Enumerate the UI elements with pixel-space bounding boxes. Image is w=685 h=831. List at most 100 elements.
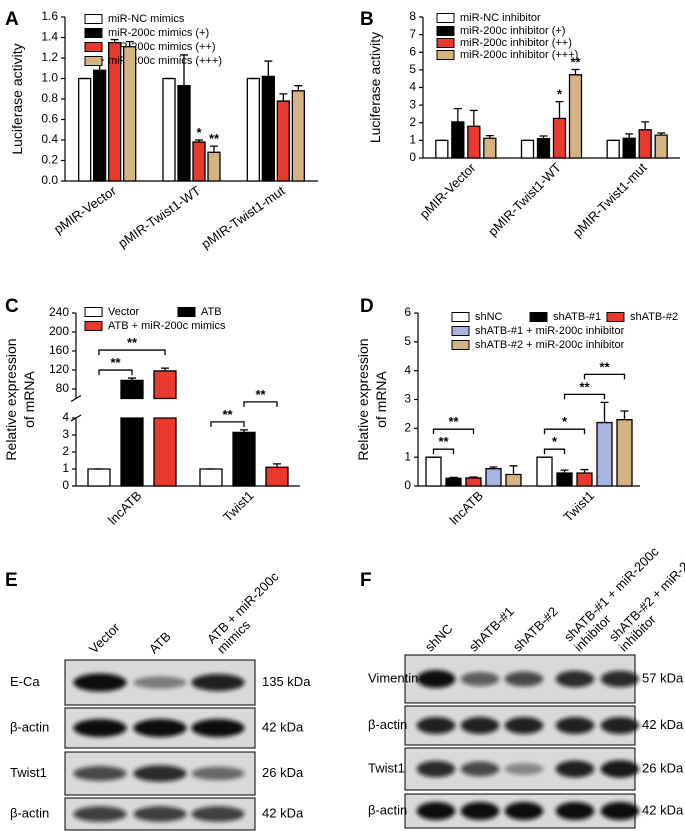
lane-label: shATB-#1 xyxy=(466,604,517,655)
y-tick-label: 3 xyxy=(62,427,69,441)
blot-band xyxy=(460,802,500,820)
y-tick-label: 2 xyxy=(404,421,411,435)
blot-band xyxy=(133,765,187,782)
y-tick-label: 120 xyxy=(49,362,69,376)
row-size: 26 kDa xyxy=(262,765,304,780)
error-bar xyxy=(469,109,478,127)
lane-label: shNC xyxy=(422,621,456,655)
x-tick-label: lncATB xyxy=(105,488,145,528)
row-label: Twist1 xyxy=(368,760,405,775)
y-tick-label: 4 xyxy=(409,80,416,94)
row-label: β-actin xyxy=(10,719,49,734)
panel-label: D xyxy=(360,296,374,317)
legend-label: shATB-#2 xyxy=(630,311,678,323)
error-bar xyxy=(641,121,650,130)
y-axis-title: Relative expression xyxy=(355,338,371,460)
chart-panel: D Relative expression of mRNA 0 1 2 3 4 5 6 lncATB… xyxy=(355,296,678,527)
lane-label: shATB-#2 xyxy=(510,604,561,655)
x-tick-label: pMIR-Twist1-mut xyxy=(198,183,287,252)
legend-swatch xyxy=(606,312,625,322)
bar xyxy=(616,419,633,487)
blot-band xyxy=(416,802,456,820)
x-tick-label: pMIR-Vector xyxy=(417,159,479,221)
chart-panel: A Luciferase activity 0.0 0.2 0.4 0.6 0.8 1.0 1.… xyxy=(5,9,318,252)
legend-label: shATB-#2 + miR-200c inhibitor xyxy=(475,339,625,351)
error-bar xyxy=(110,38,119,43)
significance: * xyxy=(196,125,202,140)
bar xyxy=(78,77,92,182)
bar xyxy=(435,139,449,159)
panel-label: B xyxy=(360,9,374,30)
significance: ** xyxy=(209,131,220,146)
legend-label: shNC xyxy=(475,311,503,323)
comparison-bracket xyxy=(210,421,245,427)
row-size: 42 kDa xyxy=(642,802,684,817)
y-tick-label: 80 xyxy=(56,381,70,395)
blot-band xyxy=(133,806,187,822)
legend-swatch xyxy=(84,42,103,52)
y-tick-label: 1.2 xyxy=(41,50,58,64)
y-tick-label: 0 xyxy=(409,150,416,164)
bar xyxy=(87,468,111,487)
bar xyxy=(261,75,275,182)
y-tick-label: 7 xyxy=(409,27,416,41)
bar xyxy=(192,141,206,182)
x-tick-label: pMIR-Twist1-mut xyxy=(570,160,650,240)
comparison-bracket xyxy=(243,401,278,407)
blot-band xyxy=(600,760,640,778)
row-label: Twist1 xyxy=(10,765,47,780)
bar xyxy=(162,77,176,182)
comparison-bracket xyxy=(543,428,586,435)
legend-label: miR-200c mimics (+++) xyxy=(108,55,222,67)
bar xyxy=(654,134,668,159)
legend-label: ATB + miR-200c mimics xyxy=(108,320,226,332)
y-tick-label: 1 xyxy=(409,133,416,147)
y-tick-label: 2 xyxy=(409,115,416,129)
bar xyxy=(123,46,137,182)
blot-band xyxy=(416,760,456,778)
legend-swatch xyxy=(451,312,470,322)
comparison-label: ** xyxy=(222,407,233,422)
error-bar xyxy=(180,54,188,86)
y-tick-label: 1.4 xyxy=(41,30,58,44)
comparison-label: ** xyxy=(127,335,138,350)
y-axis-title: Luciferase activity xyxy=(9,43,25,154)
blot-band xyxy=(133,719,187,737)
row-size: 135 kDa xyxy=(262,674,311,689)
error-bar xyxy=(571,68,580,75)
bar xyxy=(153,370,177,487)
panel-label: E xyxy=(5,570,18,591)
bar xyxy=(465,477,482,487)
y-tick-label: 4 xyxy=(404,363,411,377)
significance: ** xyxy=(570,55,581,70)
comparison-bracket xyxy=(98,349,166,356)
y-tick-label: 6 xyxy=(404,305,411,319)
legend-swatch xyxy=(84,28,103,38)
legend-swatch xyxy=(84,321,103,331)
y-axis-title: of mRNA xyxy=(21,370,37,427)
bar xyxy=(505,473,522,487)
y-axis-title: Luciferase activity xyxy=(367,32,383,143)
bar xyxy=(520,139,535,159)
blot-band xyxy=(600,670,640,688)
row-size: 42 kDa xyxy=(642,717,684,732)
panel-label: A xyxy=(5,9,19,30)
error-bar xyxy=(161,367,169,371)
error-bar xyxy=(279,93,288,102)
x-tick-label: pMIR-Twist1-WT xyxy=(115,183,203,251)
comparison-label: ** xyxy=(438,434,449,449)
legend-swatch xyxy=(84,14,103,24)
bar xyxy=(199,468,223,487)
y-tick-label: 5 xyxy=(409,62,416,76)
y-tick-label: 1 xyxy=(404,449,411,463)
bar xyxy=(483,137,497,159)
row-size: 57 kDa xyxy=(642,670,684,685)
row-label: β-actin xyxy=(10,805,49,820)
comparison-bracket xyxy=(98,369,133,376)
blot-band xyxy=(460,761,500,777)
lane-label: ATB xyxy=(146,629,174,657)
panel-label: F xyxy=(360,570,372,591)
legend-swatch xyxy=(177,307,196,317)
legend-label: shATB-#1 xyxy=(553,311,601,323)
